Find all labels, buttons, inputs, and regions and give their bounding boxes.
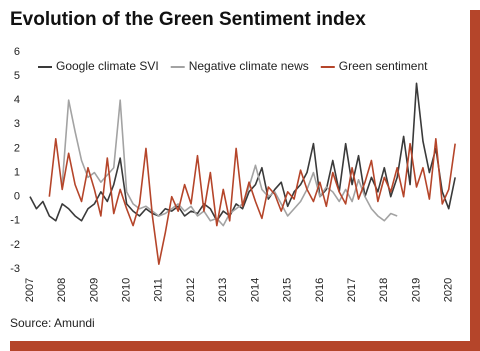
- legend-label: Negative climate news: [189, 59, 309, 73]
- series-line: [29, 82, 456, 222]
- y-tick-label: 0: [14, 191, 20, 203]
- y-tick-label: -3: [10, 263, 20, 275]
- x-tick-label: 2010: [121, 278, 133, 302]
- x-tick-label: 2017: [346, 278, 358, 302]
- x-tick-label: 2016: [314, 278, 326, 302]
- x-tick-label: 2011: [153, 278, 165, 302]
- x-tick-label: 2018: [378, 278, 390, 302]
- y-tick-label: 1: [14, 166, 20, 178]
- y-tick-label: 6: [14, 46, 20, 58]
- x-tick-label: 2009: [88, 278, 100, 302]
- x-tick-label: 2007: [24, 278, 36, 302]
- x-tick-label: 2008: [56, 278, 68, 302]
- x-tick-label: 2020: [443, 278, 455, 302]
- series-line: [48, 138, 456, 265]
- legend-label: Green sentiment: [339, 59, 428, 73]
- chart-title: Evolution of the Green Sentiment index: [10, 9, 366, 30]
- x-tick-label: 2019: [410, 278, 422, 302]
- y-tick-label: 4: [14, 94, 20, 106]
- y-tick-label: 5: [14, 70, 20, 82]
- y-tick-label: 3: [14, 118, 20, 130]
- card: [0, 0, 470, 341]
- legend-label: Google climate SVI: [56, 59, 159, 73]
- source-note: Source: Amundi: [10, 316, 95, 330]
- x-tick-label: 2015: [282, 278, 294, 302]
- x-tick-label: 2012: [185, 278, 197, 302]
- x-tick-label: 2013: [217, 278, 229, 302]
- y-tick-label: -1: [10, 215, 20, 227]
- y-tick-label: 2: [14, 142, 20, 154]
- y-tick-label: -2: [10, 239, 20, 251]
- chart: Evolution of the Green Sentiment index S…: [10, 9, 456, 330]
- x-tick-label: 2014: [249, 278, 261, 302]
